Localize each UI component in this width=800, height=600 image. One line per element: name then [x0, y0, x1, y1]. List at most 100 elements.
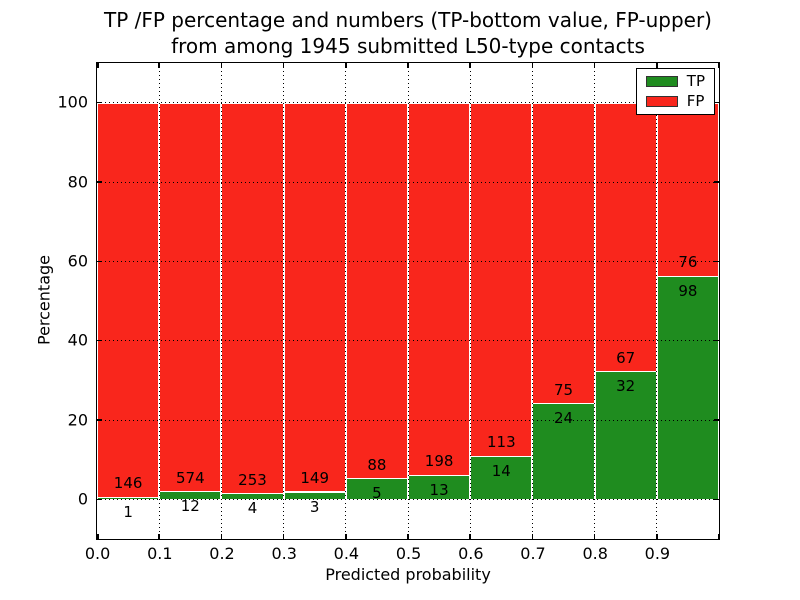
bar-tp-segment: [159, 491, 222, 500]
tp-count-label: 1: [123, 502, 133, 521]
gridline-vertical: [656, 63, 658, 539]
x-axis-tick-labels: 0.0 0.1 0.2 0.3 0.4 0.5 0.6 0.7 0.8 0.9: [85, 544, 720, 564]
tp-count-label: 13: [429, 480, 449, 499]
y-tick-label: 20: [67, 410, 88, 430]
y-tick-right: [714, 260, 719, 263]
bar-tp-segment: [470, 455, 533, 500]
bar-fp-segment: [594, 102, 657, 372]
x-tick-top: [345, 63, 347, 68]
tp-count-label: 14: [491, 461, 511, 480]
x-tick: [656, 534, 658, 539]
chart-title-line2: from among 1945 submitted L50-type conta…: [171, 34, 645, 58]
x-tick-top: [97, 63, 99, 68]
gridline-vertical: [158, 63, 160, 539]
legend: TP FP: [635, 68, 715, 115]
y-tick-right: [714, 419, 719, 421]
tp-count-label: 24: [553, 409, 574, 428]
y-tick-label: 60: [67, 251, 88, 271]
y-tick: [97, 419, 102, 421]
x-tick-top: [593, 63, 596, 68]
x-tick: [220, 534, 223, 539]
y-tick-label: 0: [77, 489, 88, 509]
x-tick-top: [407, 63, 409, 68]
bar-fp-segment: [532, 102, 595, 404]
bar-fp-segment: [408, 102, 471, 475]
tp-count-label: 32: [616, 377, 636, 396]
y-tick: [97, 101, 102, 104]
gridline-vertical: [407, 63, 409, 539]
y-tick: [97, 498, 102, 501]
x-tick-top: [717, 63, 719, 68]
x-tick-top: [656, 63, 658, 68]
tp-count-label: 12: [180, 497, 200, 516]
fp-count-label: 574: [175, 468, 205, 487]
x-tick-top: [282, 63, 285, 68]
x-tick-top: [531, 63, 534, 68]
legend-label-tp: TP: [686, 72, 705, 90]
fp-count-label: 198: [424, 452, 454, 471]
legend-swatch-tp-icon: [645, 76, 678, 87]
x-tick-label: 0.3: [271, 544, 297, 563]
gridline-vertical: [531, 63, 533, 539]
x-tick: [407, 534, 409, 539]
legend-entry-fp: FP: [645, 92, 705, 110]
x-tick-label: 0.1: [147, 544, 173, 563]
x-tick-label: 0.5: [395, 544, 422, 563]
x-tick-label: 0.6: [458, 544, 484, 563]
gridline-vertical: [283, 63, 285, 539]
bar-tp-segment: [532, 403, 595, 500]
bar-fp-segment: [221, 102, 284, 494]
x-tick: [345, 534, 347, 539]
bar-fp-segment: [159, 102, 222, 492]
gridline-vertical: [345, 63, 347, 539]
bar-fp-segment: [345, 102, 408, 478]
x-tick-top: [220, 63, 223, 68]
tp-count-label: 98: [678, 281, 698, 300]
bar-tp-segment: [408, 474, 471, 500]
x-tick-label: 0.7: [520, 544, 546, 563]
x-tick-label: 0.4: [333, 544, 360, 563]
x-tick-top: [469, 63, 471, 68]
x-axis-label: Predicted probability: [325, 565, 491, 584]
y-tick-right: [714, 181, 719, 183]
bar-tp-segment: [345, 478, 408, 500]
y-tick-right: [714, 101, 719, 104]
bar-fp-segment: [470, 102, 533, 456]
bar-tp-segment: [594, 371, 657, 500]
x-tick-label: 0.9: [644, 544, 671, 563]
tp-count-label: 3: [309, 497, 320, 516]
bar-tp-segment: [97, 496, 160, 500]
bar-tp-segment: [221, 493, 284, 500]
bar-fp-segment: [283, 102, 346, 492]
fp-count-label: 146: [113, 474, 143, 493]
x-tick-label: 0.2: [209, 544, 235, 563]
x-tick: [282, 534, 285, 539]
fp-count-label: 88: [367, 455, 387, 474]
chart-title-line1: TP /FP percentage and numbers (TP-bottom…: [104, 8, 712, 32]
gridline-vertical: [220, 63, 222, 539]
fp-count-label: 253: [238, 470, 267, 489]
bar-fp-segment: [656, 102, 719, 276]
fp-count-label: 75: [553, 380, 574, 399]
fp-count-label: 76: [678, 253, 698, 272]
x-tick: [593, 534, 596, 539]
y-tick: [97, 181, 102, 183]
fp-count-label: 149: [300, 469, 330, 488]
x-tick: [97, 534, 99, 539]
y-tick-right: [714, 498, 719, 501]
y-tick-label: 100: [57, 92, 88, 112]
bar-tp-segment: [283, 491, 346, 500]
bar-tp-segment: [656, 275, 719, 500]
tp-count-label: 5: [372, 484, 382, 503]
tp-count-label: 4: [247, 499, 258, 518]
legend-entry-tp: TP: [645, 72, 705, 90]
y-tick: [97, 339, 102, 342]
legend-label-fp: FP: [686, 92, 705, 110]
x-tick: [158, 534, 160, 539]
plot-area: 146 1 574 12 253 4 149 3 88 5 198 13 113 14 75 24 67 32 76…: [97, 63, 719, 539]
y-axis-label: Percentage: [34, 254, 54, 346]
gridline-vertical: [469, 63, 471, 539]
y-tick: [97, 260, 102, 263]
y-tick-right: [714, 339, 719, 342]
